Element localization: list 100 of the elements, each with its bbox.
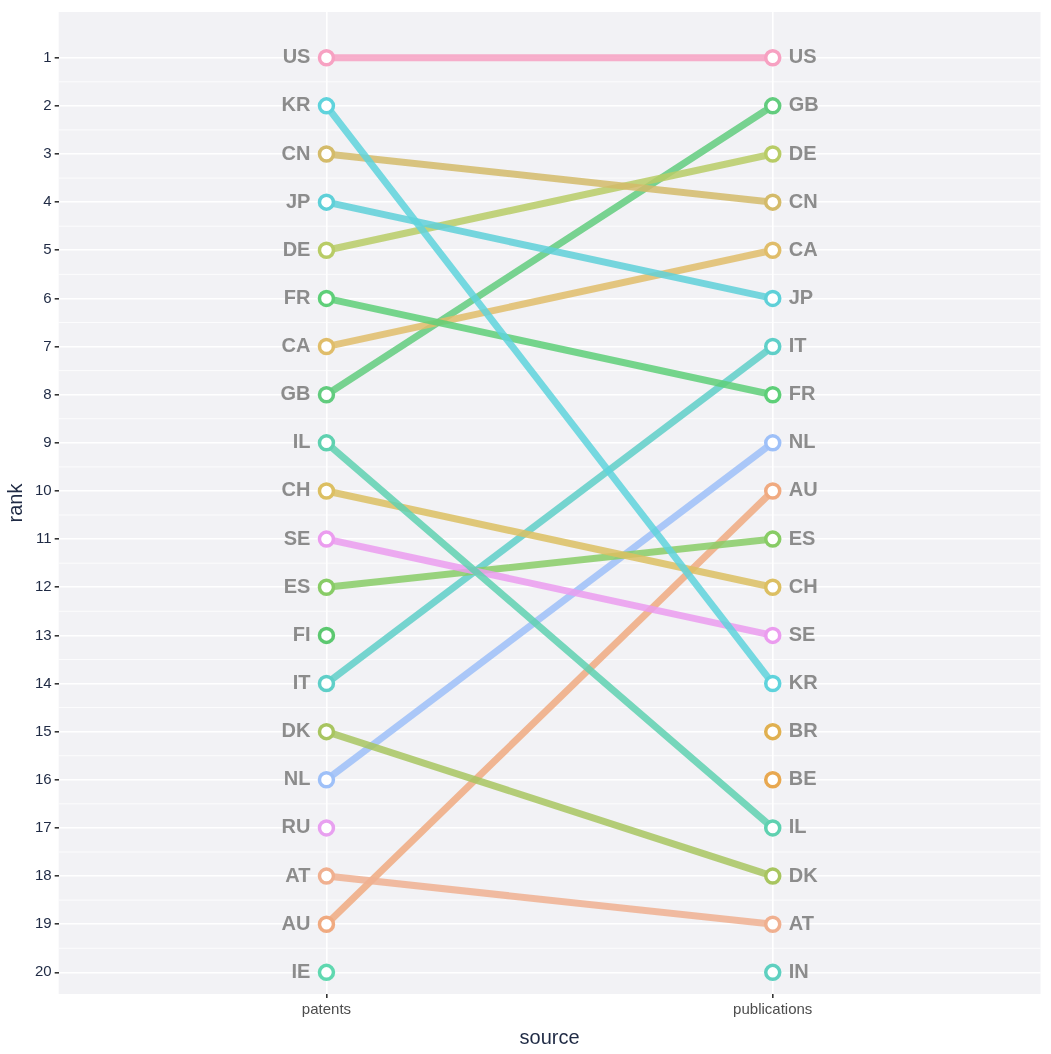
point xyxy=(763,722,782,741)
text: IT xyxy=(292,671,311,694)
point xyxy=(763,578,782,596)
point xyxy=(763,626,782,645)
point xyxy=(317,674,336,693)
y-tick-label: 12 xyxy=(35,577,52,595)
point xyxy=(317,578,336,596)
y-tick-label: 20 xyxy=(35,962,52,980)
y-tick-label: 19 xyxy=(35,914,52,932)
y-tick-label: 14 xyxy=(35,673,52,691)
series-label: RU xyxy=(281,815,311,838)
text: ES xyxy=(283,574,311,597)
series-label: FI xyxy=(292,622,311,645)
y-tick-label: 2 xyxy=(43,96,52,114)
point xyxy=(317,193,336,211)
series-label: GB xyxy=(788,93,819,116)
series-label: JP xyxy=(788,285,814,308)
y-tick-label: 10 xyxy=(35,481,52,499)
point xyxy=(317,241,336,260)
series-label: KR xyxy=(788,671,819,694)
point xyxy=(763,819,782,837)
point xyxy=(317,722,336,741)
series-label: DE xyxy=(788,141,817,164)
y-tick-label: 15 xyxy=(35,721,52,739)
y-tick-label: 9 xyxy=(43,432,52,450)
series-label: IL xyxy=(788,815,807,838)
series-label: CN xyxy=(788,189,818,212)
text: AT xyxy=(285,863,311,886)
point xyxy=(317,867,336,885)
x-tick-label: patents xyxy=(301,1000,352,1018)
series-label: IT xyxy=(788,334,807,357)
point xyxy=(317,626,336,645)
point xyxy=(317,915,336,933)
point xyxy=(317,385,336,404)
text: GB xyxy=(280,382,311,405)
point xyxy=(763,434,782,452)
point xyxy=(763,674,782,693)
point xyxy=(317,289,336,308)
x-tick-label: publications xyxy=(733,1000,813,1018)
series-label: NL xyxy=(788,430,816,453)
y-tick-label: 13 xyxy=(35,625,52,643)
point xyxy=(317,48,336,67)
point xyxy=(317,482,336,500)
y-tick-label: 16 xyxy=(35,769,52,787)
point xyxy=(763,385,782,404)
point xyxy=(763,482,782,500)
point xyxy=(763,48,782,67)
point xyxy=(317,434,336,452)
point xyxy=(317,771,336,789)
point xyxy=(317,530,336,548)
point xyxy=(763,530,782,548)
text: NL xyxy=(283,767,311,790)
series-label: IN xyxy=(788,959,809,982)
point xyxy=(763,963,782,982)
text: IL xyxy=(292,430,311,453)
text: FR xyxy=(283,285,311,308)
text: JP xyxy=(285,189,311,212)
text: SE xyxy=(283,526,311,549)
text: US xyxy=(282,45,311,68)
y-axis-title: rank xyxy=(3,482,26,523)
point xyxy=(763,337,782,356)
y-tick-label: 11 xyxy=(36,529,52,547)
text: AU xyxy=(281,911,311,934)
text: DE xyxy=(282,237,311,260)
y-tick-label: 8 xyxy=(43,384,52,402)
point xyxy=(317,963,336,982)
series-label: CH xyxy=(788,574,818,597)
y-tick-label: 6 xyxy=(43,288,52,306)
point xyxy=(763,193,782,211)
y-tick-label: 7 xyxy=(43,336,52,354)
text: CN xyxy=(281,141,311,164)
series-label: BR xyxy=(788,719,819,742)
y-tick-label: 4 xyxy=(43,192,52,210)
y-tick-label: 1 xyxy=(43,47,52,65)
point xyxy=(317,819,336,837)
series-label: DK xyxy=(788,863,819,886)
series-label: AU xyxy=(788,478,818,501)
point xyxy=(317,97,336,115)
point xyxy=(763,145,782,163)
series-label: ES xyxy=(788,526,816,549)
text: KR xyxy=(281,93,311,116)
y-tick-label: 17 xyxy=(35,818,52,836)
point xyxy=(763,867,782,885)
series-label: AT xyxy=(788,911,814,934)
text: CH xyxy=(281,478,311,501)
series-label: FR xyxy=(788,382,816,405)
series-label: US xyxy=(788,45,817,68)
y-tick-label: 3 xyxy=(43,144,52,162)
text: CA xyxy=(281,334,311,357)
y-tick-label: 5 xyxy=(43,240,52,258)
series-label: IE xyxy=(291,959,311,982)
x-axis-title: source xyxy=(519,1025,580,1048)
point xyxy=(763,241,782,260)
point xyxy=(763,771,782,789)
point xyxy=(763,915,782,933)
y-tick-label: 18 xyxy=(35,866,52,884)
text: DK xyxy=(281,719,311,742)
point xyxy=(763,97,782,115)
point xyxy=(763,289,782,308)
point xyxy=(317,145,336,163)
